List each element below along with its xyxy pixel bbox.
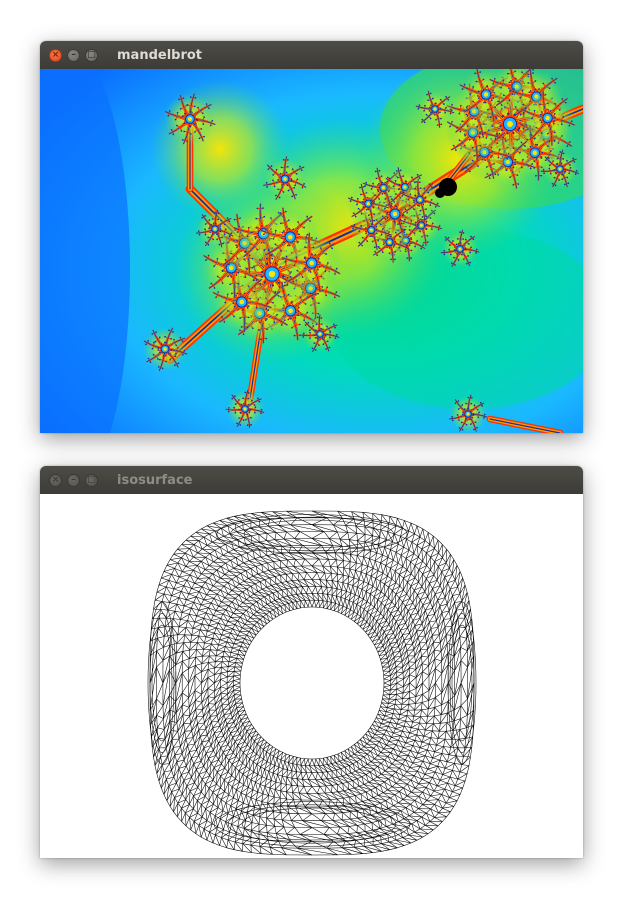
window-title: mandelbrot xyxy=(117,47,203,63)
isosurface-titlebar[interactable]: × – □ isosurface xyxy=(40,466,583,494)
mandelbrot-fractal-render xyxy=(40,69,583,433)
wireframe-isosurface-mesh xyxy=(147,510,477,856)
mandelbrot-canvas[interactable] xyxy=(40,69,583,433)
isosurface-window[interactable]: × – □ isosurface xyxy=(40,466,583,858)
maximize-icon[interactable]: □ xyxy=(85,48,98,62)
window-title: isosurface xyxy=(117,472,193,488)
close-icon[interactable]: × xyxy=(49,473,62,487)
minimize-icon[interactable]: – xyxy=(67,48,80,62)
minimize-icon[interactable]: – xyxy=(67,473,80,487)
isosurface-canvas[interactable] xyxy=(40,494,583,858)
maximize-icon[interactable]: □ xyxy=(85,473,98,487)
mandelbrot-window[interactable]: × – □ mandelbrot xyxy=(40,41,583,433)
close-icon[interactable]: × xyxy=(49,48,62,62)
mandelbrot-titlebar[interactable]: × – □ mandelbrot xyxy=(40,41,583,69)
